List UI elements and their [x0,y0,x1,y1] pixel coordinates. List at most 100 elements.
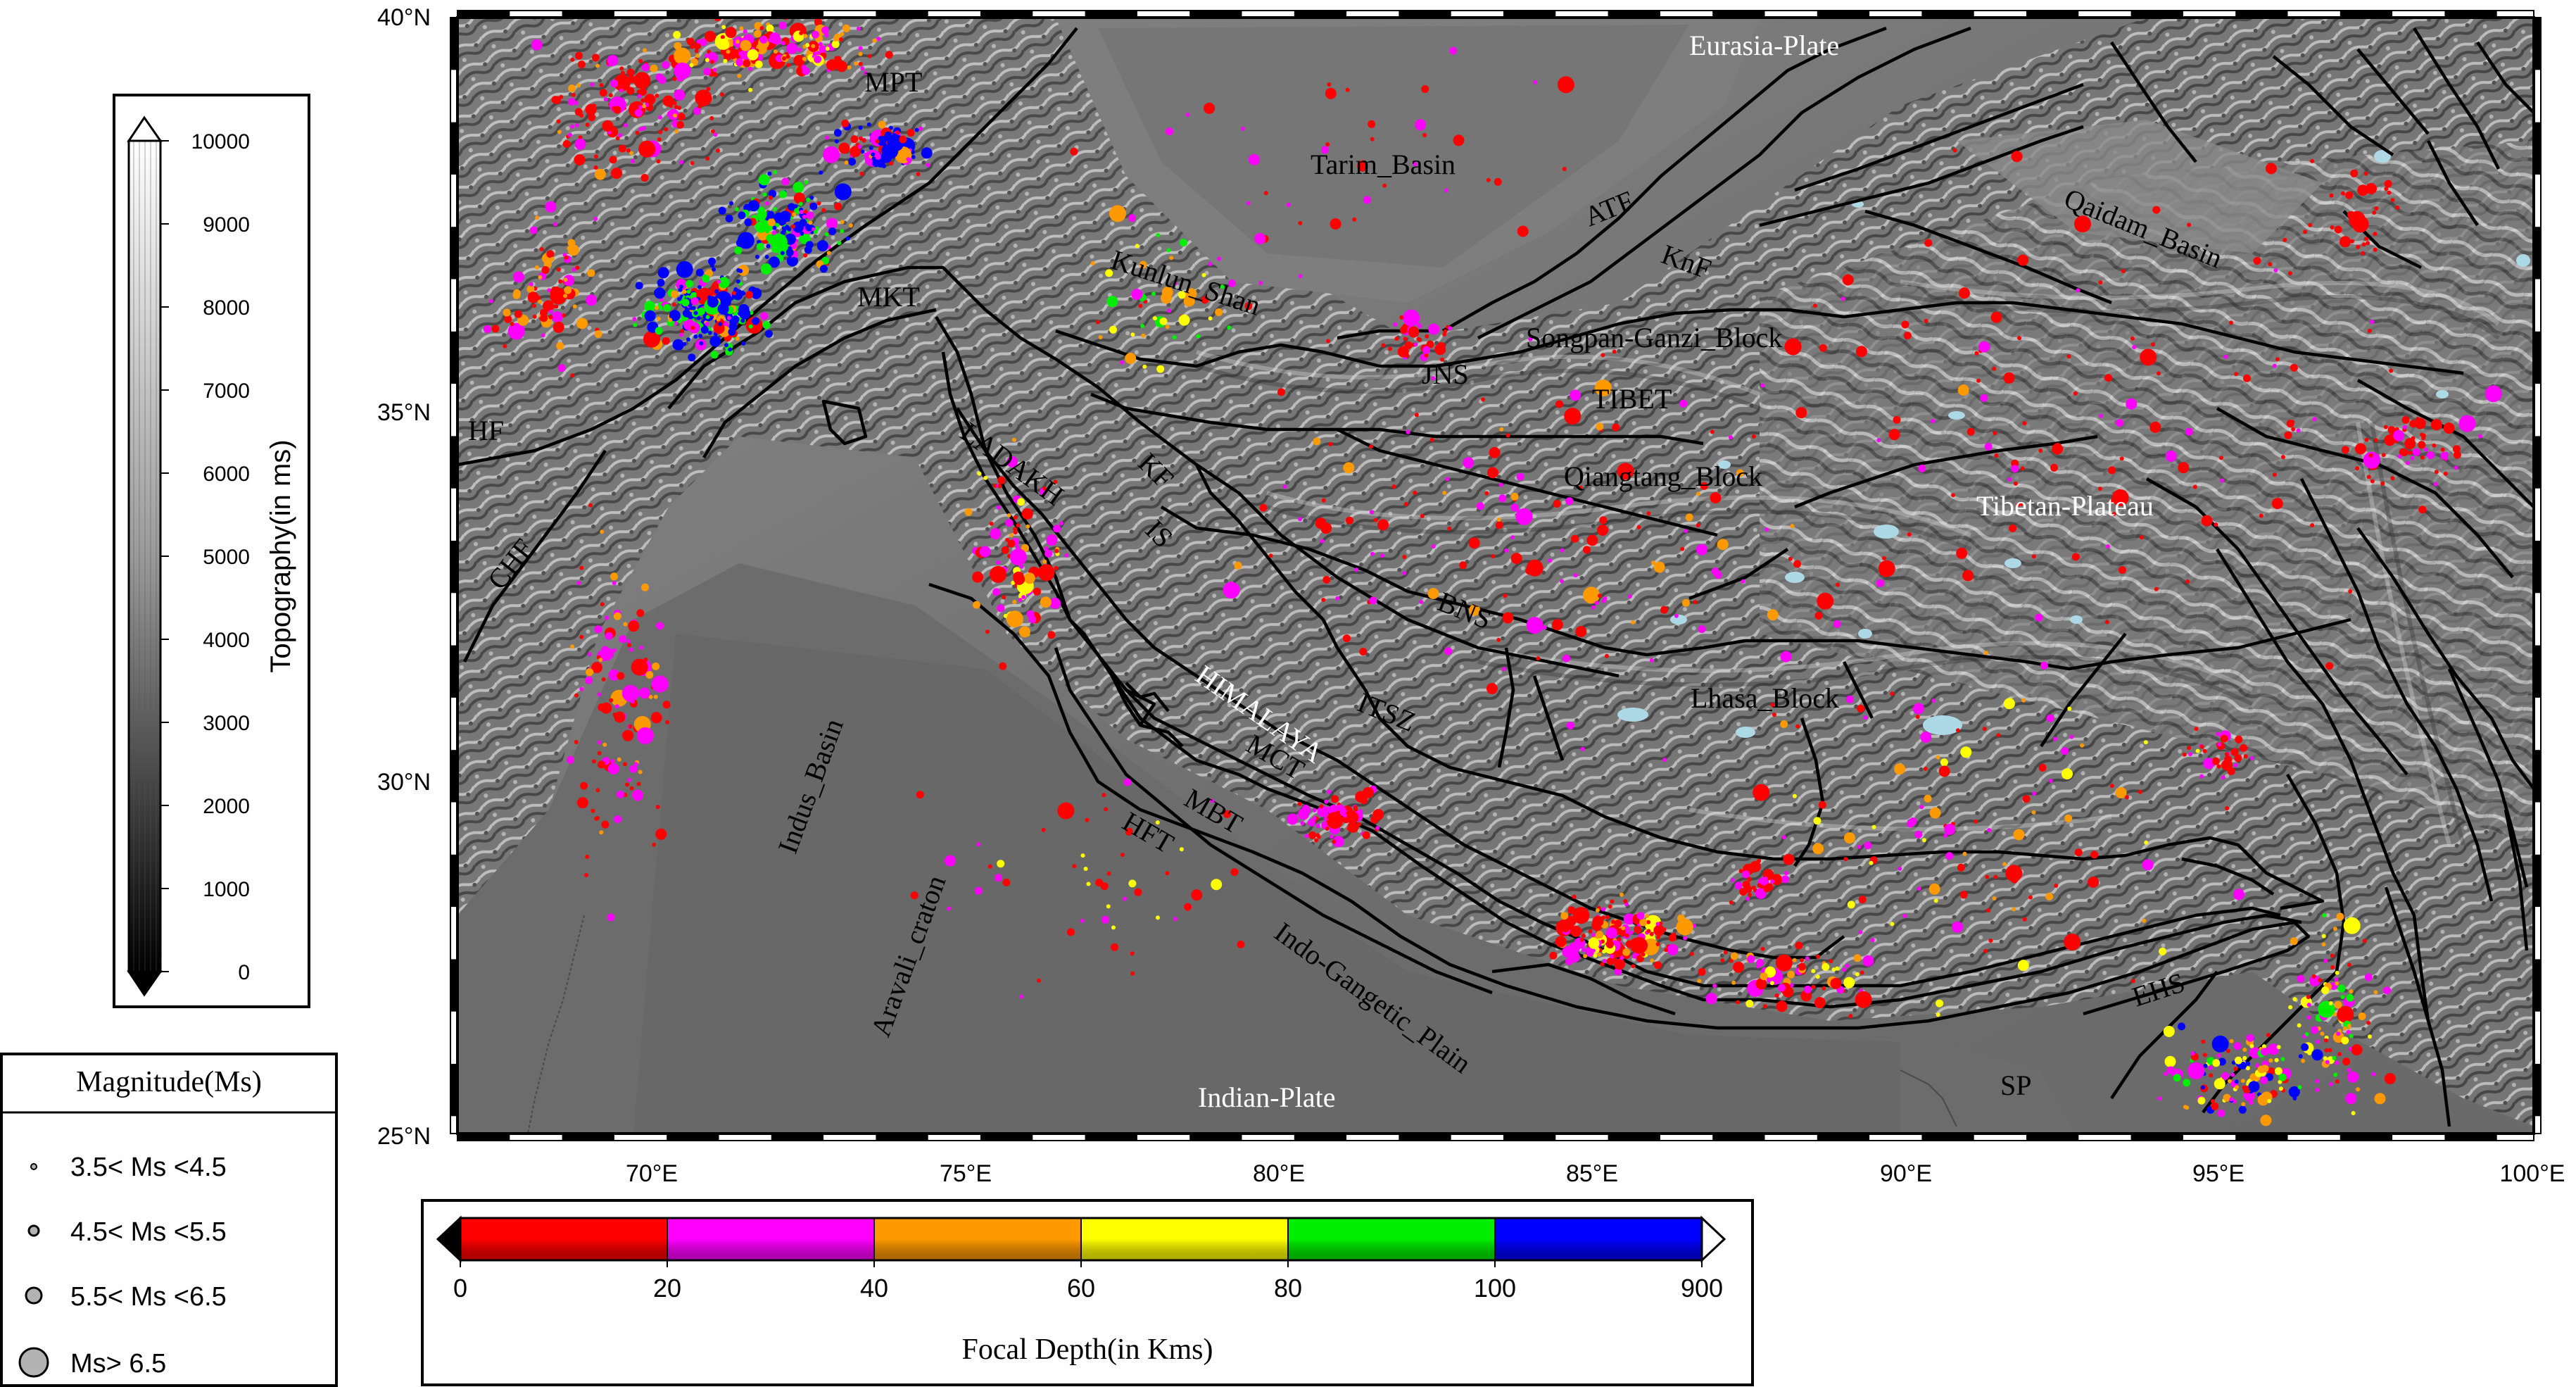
earthquake-point [718,322,723,327]
earthquake-point [1583,954,1588,958]
earthquake-point [1053,479,1058,484]
earthquake-point [854,61,858,66]
earthquake-point [816,51,821,56]
earthquake-point [1377,519,1389,531]
earthquake-point [629,765,638,773]
earthquake-point [1588,929,1593,934]
earthquake-point [826,59,838,71]
earthquake-point [840,63,845,68]
earthquake-point [2143,740,2148,745]
earthquake-point [2104,374,2112,382]
earthquake-point [831,40,840,49]
earthquake-point [662,337,670,345]
earthquake-point [1342,634,1351,643]
earthquake-point [626,68,635,77]
earthquake-point [1046,534,1058,546]
earthquake-point [2052,443,2064,455]
earthquake-point [650,64,658,73]
earthquake-point [1033,587,1041,596]
earthquake-point [1334,817,1338,822]
earthquake-point [645,671,654,679]
lat-label-25: 25°N [377,1123,431,1150]
earthquake-point [695,54,700,58]
earthquake-point [994,874,1002,882]
earthquake-point [1620,955,1624,960]
earthquake-point [1667,943,1679,955]
lon-label-85: 85°E [1566,1160,1618,1187]
earthquake-point [1246,201,1251,206]
earthquake-point [2064,814,2073,822]
earthquake-point [1307,818,1315,827]
earthquake-point [1698,625,1706,634]
earthquake-point [2325,662,2334,670]
earthquake-point [2359,189,2364,194]
depth-tick-label: 100 [1474,1274,1516,1303]
earthquake-point [1698,968,1706,976]
earthquake-point [1504,548,1509,553]
earthquake-point [2286,420,2294,428]
earthquake-point [1976,378,1981,383]
earthquake-point [680,329,685,334]
topography-colorbar: 1000090008000700060005000400030002000100… [113,94,310,1008]
earthquake-point [1040,596,1052,608]
earthquake-point [1418,337,1422,342]
earthquake-point [2031,810,2036,815]
earthquake-point [1862,955,1874,967]
earthquake-point [1316,834,1321,839]
earthquake-point [2216,1053,2221,1057]
earthquake-point [1600,939,1605,944]
earthquake-point [632,317,637,322]
earthquake-point [824,232,829,237]
earthquake-point [1049,597,1061,609]
earthquake-point [1894,763,1905,775]
earthquake-point [2324,1048,2329,1053]
earthquake-point [1632,954,1637,959]
earthquake-point [709,59,714,64]
earthquake-point [1753,784,1770,801]
earthquake-point [1936,999,1944,1008]
earthquake-point [1957,863,1965,872]
earthquake-point [2203,758,2215,770]
earthquake-point [2003,372,2015,384]
earthquake-point [721,25,726,30]
lat-label-40: 40°N [377,4,431,31]
earthquake-point [2306,1003,2311,1008]
earthquake-point [771,230,776,235]
earthquake-point [2363,451,2380,469]
earthquake-point [639,645,644,650]
earthquake-point [1788,556,1793,561]
earthquake-point [605,632,613,640]
earthquake-point [740,39,752,51]
earthquake-point [2340,236,2351,248]
earthquake-point [1945,852,1954,860]
earthquake-point [848,158,856,166]
earthquake-point [1898,866,1902,871]
earthquake-point [876,37,881,42]
earthquake-point [1760,383,1765,388]
earthquake-point [2021,698,2026,703]
earthquake-point [1853,954,1862,962]
earthquake-point [1234,561,1242,570]
earthquake-point [2325,1010,2330,1015]
earthquake-point [1101,793,1106,798]
earthquake-point [1313,437,1321,446]
earthquake-point [1327,82,1332,87]
earthquake-point [1649,931,1654,936]
earthquake-point [630,699,635,704]
earthquake-point [914,127,919,132]
earthquake-point [1614,920,1622,928]
earthquake-point [2188,752,2192,757]
earthquake-point [2201,515,2213,527]
earthquake-point [663,303,671,312]
earthquake-point [2149,421,2161,433]
earthquake-point [808,220,813,225]
earthquake-point [1208,316,1213,321]
earthquake-point [1298,220,1303,225]
earthquake-point [570,373,575,378]
earthquake-point [1580,746,1585,751]
earthquake-point [2235,735,2243,743]
earthquake-point [629,647,634,652]
earthquake-point [1767,609,1779,621]
earthquake-point [1510,492,1519,501]
earthquake-point [2031,554,2036,559]
